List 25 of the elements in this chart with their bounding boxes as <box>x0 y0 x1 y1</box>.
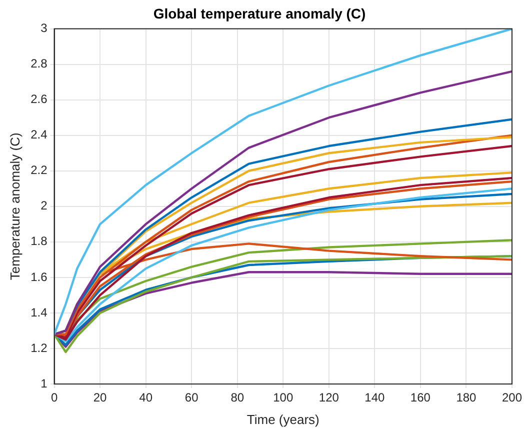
x-tick-label: 160 <box>410 390 431 405</box>
y-tick-label: 1 <box>40 376 48 390</box>
y-tick-label: 1.8 <box>30 234 48 248</box>
x-tick-label: 140 <box>364 390 386 405</box>
x-tick-label: 100 <box>273 390 294 405</box>
y-tick-label: 1.2 <box>30 340 48 355</box>
x-tick-label: 0 <box>50 390 58 405</box>
x-tick-label: 60 <box>184 390 199 405</box>
y-tick-label: 2.8 <box>30 56 48 71</box>
x-tick-label: 180 <box>456 390 477 405</box>
y-axis-title: Temperature anomaly (C) <box>7 132 22 280</box>
x-tick-label: 20 <box>93 390 108 405</box>
y-tick-label: 2.4 <box>30 128 48 142</box>
x-tick-label: 200 <box>502 390 522 405</box>
x-tick-label: 80 <box>230 390 244 405</box>
y-tick-label: 3 <box>40 21 48 36</box>
y-tick-label: 2.2 <box>30 163 48 178</box>
y-tick-label: 2 <box>40 198 48 213</box>
x-axis-title: Time (years) <box>246 412 320 427</box>
y-tick-label: 2.6 <box>30 92 48 106</box>
x-tick-label: 120 <box>318 390 340 405</box>
x-tick-label: 40 <box>139 390 153 405</box>
y-tick-label: 1.4 <box>30 305 48 320</box>
y-tick-label: 1.6 <box>30 270 48 284</box>
chart-title: Global temperature anomaly (C) <box>153 5 366 22</box>
